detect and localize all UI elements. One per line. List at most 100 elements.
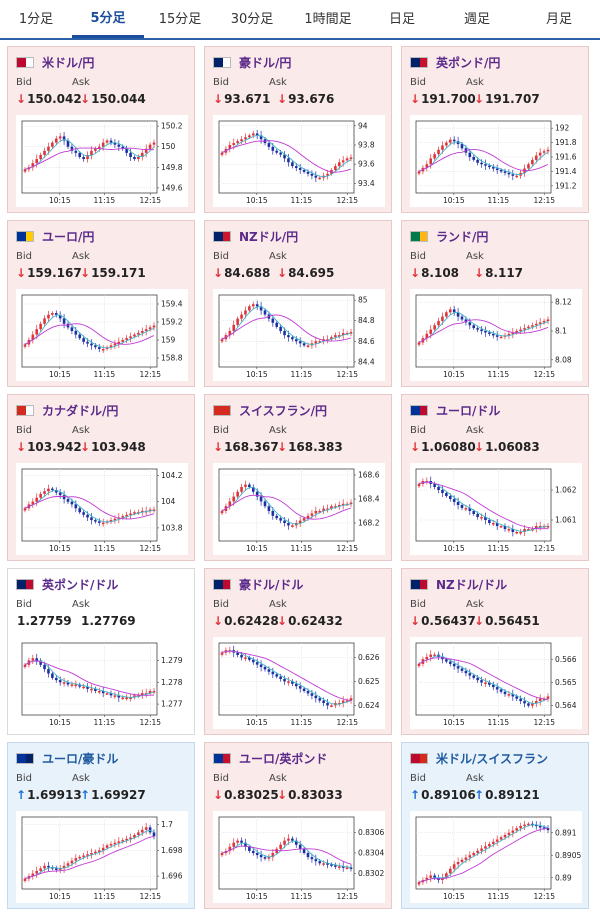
tab-weekly[interactable]: 週足: [463, 12, 490, 27]
y-tick-label: 94: [358, 121, 368, 130]
x-tick-label: 10:15: [49, 718, 71, 727]
y-tick-label: 93.4: [358, 179, 375, 188]
rate-card[interactable]: ユーロ/英ポンド Bid Ask ↓0.83025 ↓0.83033 0.830…: [204, 742, 392, 909]
tab-monthly[interactable]: 月足: [545, 12, 572, 27]
candle-body: [448, 868, 452, 874]
rate-card[interactable]: ユーロ/ドル Bid Ask ↓1.06080 ↓1.06083 1.062 1.…: [401, 394, 589, 561]
pair-name[interactable]: スイスフラン/円: [239, 403, 328, 418]
mini-chart[interactable]: 1.7 1.698 1.696 10:15 11:15 12:15: [16, 811, 188, 903]
pair-name[interactable]: ユーロ/英ポンド: [239, 751, 328, 766]
mini-chart[interactable]: 0.566 0.565 0.564 10:15 11:15 12:15: [410, 637, 582, 729]
candle-body: [287, 523, 290, 526]
mini-chart[interactable]: 8.12 8.1 8.08 10:15 11:15 12:15: [410, 289, 582, 381]
mini-chart[interactable]: 150.2 150 149.8 149.6 10:15 11:15 12:15: [16, 115, 188, 207]
ask-value: ↓84.695: [277, 266, 335, 280]
candle-body: [117, 841, 121, 843]
candle-body: [109, 140, 113, 143]
candle-body: [140, 510, 144, 513]
rate-card[interactable]: NZドル/ドル Bid Ask ↓0.56437 ↓0.56451 0.566 0…: [401, 568, 589, 735]
pair-name[interactable]: NZドル/ドル: [436, 577, 508, 592]
candle-body: [236, 652, 239, 655]
candle-body: [125, 697, 128, 700]
mini-chart[interactable]: 1.279 1.278 1.277 10:15 11:15 12:15: [16, 637, 188, 729]
candle-body: [491, 167, 495, 169]
rate-card[interactable]: ランド/円 Bid Ask ↓8.108 ↓8.117 8.12 8.1 8.08 1…: [401, 220, 589, 387]
rate-card[interactable]: ユーロ/豪ドル Bid Ask ↑1.69913 ↑1.69927 1.7 1.6…: [7, 742, 195, 909]
pair-name[interactable]: ランド/円: [436, 229, 489, 244]
x-tick-label: 12:15: [533, 892, 555, 901]
rate-card[interactable]: NZドル/円 Bid Ask ↓84.688 ↓84.695 85 84.8 84.…: [204, 220, 392, 387]
rate-card[interactable]: 米ドル/円 Bid Ask ↓150.042 ↓150.044 150.2 150…: [7, 46, 195, 213]
candle-body: [129, 697, 132, 700]
x-tick-label: 12:15: [336, 544, 358, 553]
pair-name[interactable]: 豪ドル/円: [239, 55, 292, 70]
candle-body: [310, 513, 314, 516]
pair-name[interactable]: 英ポンド/ドル: [42, 577, 119, 592]
mini-chart[interactable]: 168.6 168.4 168.2 10:15 11:15 12:15: [213, 463, 385, 555]
x-tick-label: 12:15: [533, 718, 555, 727]
mini-chart[interactable]: 192 191.8 191.6 191.4 191.2 10:15 11:15 12:15: [410, 115, 582, 207]
y-tick-label: 84.6: [358, 337, 375, 346]
pair-name[interactable]: ユーロ/ドル: [436, 403, 501, 418]
tab-30min[interactable]: 30分足: [230, 12, 274, 27]
candle-body: [310, 173, 314, 176]
bid-value: ↓1.06080: [410, 440, 476, 454]
tab-15min[interactable]: 15分足: [158, 12, 202, 27]
candle-body: [334, 166, 337, 170]
candle-body: [298, 844, 302, 849]
trend-arrow-icon: ↓: [474, 266, 485, 280]
mini-chart[interactable]: 1.062 1.061 10:15 11:15 12:15: [410, 463, 582, 555]
pair-name[interactable]: カナダドル/円: [42, 403, 119, 418]
pair-name[interactable]: 豪ドル/ドル: [239, 577, 304, 592]
rate-card[interactable]: 豪ドル/ドル Bid Ask ↓0.62428 ↓0.62432 0.626 0.…: [204, 568, 392, 735]
bid-label: Bid: [16, 77, 32, 88]
candle-body: [35, 658, 39, 661]
moving-average-short: [418, 312, 549, 343]
tab-5min[interactable]: 5分足: [72, 0, 144, 38]
trend-arrow-icon: ↓: [277, 440, 288, 454]
candle-body: [546, 828, 550, 831]
y-tick-label: 0.8304: [358, 849, 384, 858]
bid-label: Bid: [213, 77, 229, 88]
mini-chart[interactable]: 94 93.8 93.6 93.4 10:15 11:15 12:15: [213, 115, 385, 207]
ask-value: ↑1.69927: [80, 788, 146, 802]
rate-card[interactable]: ユーロ/円 Bid Ask ↓159.167 ↓159.171 159.4 159…: [7, 220, 195, 387]
rate-card[interactable]: 米ドル/スイスフラン Bid Ask ↑0.89106 ↑0.89121 0.8…: [401, 742, 589, 909]
rate-card[interactable]: 豪ドル/円 Bid Ask ↓93.671 ↓93.676 94 93.8 93.6…: [204, 46, 392, 213]
rate-card[interactable]: 英ポンド/円 Bid Ask ↓191.700 ↓191.707 192 191.…: [401, 46, 589, 213]
rate-card[interactable]: 英ポンド/ドル Bid Ask 1.27759 1.27769 1.279 1.2…: [7, 568, 195, 735]
candle-body: [148, 827, 152, 833]
mini-chart[interactable]: 0.626 0.625 0.624 10:15 11:15 12:15: [213, 637, 385, 729]
candle-body: [240, 314, 243, 319]
pair-name[interactable]: ユーロ/円: [42, 229, 95, 244]
pair-name[interactable]: NZドル/円: [239, 229, 299, 244]
pair-name[interactable]: 米ドル/スイスフラン: [436, 751, 549, 766]
candle-body: [70, 860, 74, 864]
y-tick-label: 150: [161, 142, 176, 151]
candle-body: [476, 514, 479, 517]
pair-name[interactable]: 米ドル/円: [42, 55, 95, 70]
candle-body: [271, 146, 275, 151]
candle-body: [425, 656, 429, 660]
mini-chart[interactable]: 159.4 159.2 159 158.8 10:15 11:15 12:15: [16, 289, 188, 381]
rate-card[interactable]: スイスフラン/円 Bid Ask ↓168.367 ↓168.383 168.6…: [204, 394, 392, 561]
pair-name[interactable]: 英ポンド/円: [436, 55, 501, 70]
candle-body: [341, 503, 345, 506]
mini-chart[interactable]: 0.8306 0.8304 0.8302 10:15 11:15 12:15: [213, 811, 385, 903]
candle-body: [137, 332, 140, 335]
candle-body: [121, 697, 125, 700]
mini-chart[interactable]: 104.2 104 103.8 10:15 11:15 12:15: [16, 463, 188, 555]
tab-1min[interactable]: 1分足: [18, 12, 54, 27]
ask-label: Ask: [269, 599, 287, 610]
bid-value: ↓0.83025: [213, 788, 279, 802]
candle-body: [334, 335, 337, 338]
mini-chart[interactable]: 85 84.8 84.6 84.4 10:15 11:15 12:15: [213, 289, 385, 381]
mini-chart[interactable]: 0.891 0.8905 0.89 10:15 11:15 12:15: [410, 811, 582, 903]
candle-body: [152, 691, 156, 693]
pair-name[interactable]: ユーロ/豪ドル: [42, 751, 119, 766]
tab-daily[interactable]: 日足: [388, 12, 415, 27]
candle-body: [113, 142, 117, 145]
tab-1hour[interactable]: 1時間足: [304, 12, 352, 27]
rate-card[interactable]: カナダドル/円 Bid Ask ↓103.942 ↓103.948 104.2 1…: [7, 394, 195, 561]
candle-body: [43, 150, 46, 155]
